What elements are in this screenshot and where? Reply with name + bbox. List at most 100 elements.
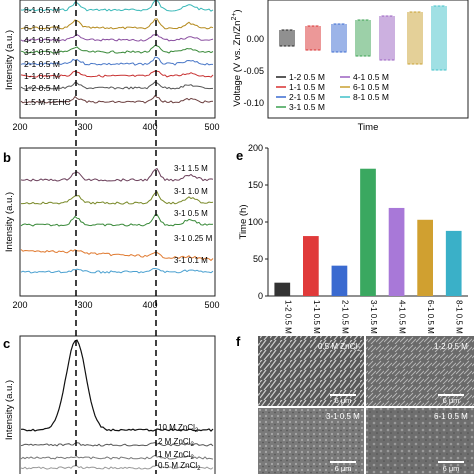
panel-a-xtick: 200 (12, 122, 27, 132)
series-label: 2 M ZnCl2 (158, 437, 194, 448)
scale-bar-label: 6 μm (443, 464, 460, 473)
series-label: 3-1 0.25 M (174, 234, 213, 243)
series-label: 0.5 M ZnCl2 (158, 461, 201, 472)
panel-c-letter: c (3, 336, 10, 351)
panel-d-frame (267, 0, 469, 119)
spectrum-line (20, 0, 214, 12)
spectrum-line (20, 33, 214, 42)
legend-label: 4-1 0.5 M (353, 72, 389, 82)
legend-label: 3-1 0.5 M (24, 47, 60, 57)
panel-d-ylabel-sup: 2+ (231, 13, 238, 21)
panel-c-spectra (20, 339, 214, 470)
panel-d-traces (279, 5, 447, 71)
panel-d-ylabel: Voltage (V vs. Zn/Zn2+) (231, 9, 243, 106)
panel-b-xtick: 200 (12, 300, 27, 310)
panel-a-frame (19, 0, 216, 119)
voltage-trace (355, 19, 371, 57)
series-label: 10 M ZnCl2 (158, 423, 199, 434)
panel-a-xtick: 400 (142, 122, 157, 132)
spectrum-line (20, 339, 214, 432)
scale-bar-label: 6 μm (335, 464, 352, 473)
series-label: 1 M ZnCl2 (158, 450, 194, 461)
legend-label: 8-1 0.5 M (24, 5, 60, 15)
legend-label: 1-2 0.5 M (289, 72, 325, 82)
voltage-trace (279, 29, 295, 47)
spectrum-line (20, 81, 214, 90)
panel-d-ylabel-main: Voltage (V vs. Zn/Zn (232, 21, 243, 107)
panel-f: f 0.5 M ZnCl2 1-2 0.5 M 3-1 0.5 M 6-1 0.… (236, 334, 474, 474)
x-tick-label: 1-1 0.5 M (312, 300, 321, 334)
panel-d-ylabel-close: ) (232, 9, 243, 12)
x-tick-label: 6-1 0.5 M (426, 300, 435, 334)
panel-b: b 3-1 1.5 M3-1 1.0 M3-1 0.5 M3-1 0.25 M3… (3, 147, 220, 310)
spectrum-line (20, 454, 214, 460)
bar (388, 207, 405, 296)
panel-e-bars (274, 168, 462, 296)
panel-b-labels: 3-1 1.5 M 3-1 1.0 M 3-1 0.5 M 3-1 0.25 M 3-1… (174, 164, 213, 265)
panel-e: e 0 50 100 150 200 1-2 0.5 M 1-1 0.5 M 2-1 0.5… (236, 143, 468, 334)
x-tick-label: 8-1 0.5 M (455, 300, 464, 334)
panel-b-spectra (20, 167, 214, 274)
panel-e-letter: e (236, 148, 243, 163)
bar (331, 265, 348, 296)
y-tick-label: 0 (258, 291, 263, 301)
x-tick-label: 4-1 0.5 M (398, 300, 407, 334)
legend-label: 4-1 0.5 M (24, 35, 60, 45)
panel-e-ylabel: Time (h) (238, 204, 249, 239)
spectrum-line (20, 56, 213, 66)
panel-d-ytick: 0.00 (246, 34, 264, 44)
legend-label: 2-1 0.5 M (24, 59, 60, 69)
sem-label-text: 0.5 M ZnCl (318, 342, 357, 351)
series-label: 3-1 1.5 M (174, 164, 208, 173)
panel-a-spectra (20, 0, 214, 104)
voltage-trace (331, 23, 347, 53)
spectrum-line (20, 214, 214, 227)
panel-b-xtick: 300 (77, 300, 92, 310)
sem-label: 1-2 0.5 M (434, 342, 468, 351)
spectrum-line (20, 18, 214, 30)
legend-label: 6-1 0.5 M (24, 23, 60, 33)
voltage-trace (407, 11, 423, 65)
panel-d-ytick: -0.10 (243, 98, 264, 108)
series-label: 3-1 0.1 M (174, 256, 208, 265)
panel-b-xtick: 400 (142, 300, 157, 310)
sem-label-subscript: 2 (357, 347, 361, 353)
legend-label: 1.5 M TEHC (24, 97, 71, 107)
legend-label: 1-2 0.5 M (24, 83, 60, 93)
y-tick-label: 200 (248, 143, 263, 153)
spectrum-line (20, 94, 214, 104)
panel-a-ylabel: Intensity (a.u.) (4, 30, 15, 90)
panel-b-xtick: 500 (204, 300, 219, 310)
panel-e-xlabels: 1-2 0.5 M 1-1 0.5 M 2-1 0.5 M 3-1 0.5 M 4-1 … (283, 300, 463, 334)
x-tick-label: 2-1 0.5 M (340, 300, 349, 334)
legend-label: 8-1 0.5 M (353, 92, 389, 102)
panel-b-ylabel: Intensity (a.u.) (4, 192, 15, 252)
x-tick-label: 1-2 0.5 M (283, 300, 292, 334)
spectrum-line (20, 249, 214, 262)
y-tick-label: 50 (253, 254, 263, 264)
legend-label: 2-1 0.5 M (289, 92, 325, 102)
panel-d-xlabel: Time (358, 122, 379, 133)
x-tick-label: 3-1 0.5 M (369, 300, 378, 334)
voltage-trace (305, 25, 321, 51)
sem-label: 3-1 0.5 M (326, 412, 360, 421)
y-tick-label: 100 (248, 217, 263, 227)
bar (417, 219, 433, 296)
panel-b-letter: b (3, 150, 11, 165)
voltage-trace (379, 15, 395, 61)
spectrum-line (20, 70, 214, 78)
panel-a-xtick: 500 (204, 122, 219, 132)
panel-a-xtick: 300 (77, 122, 92, 132)
bar (274, 282, 291, 296)
bar (303, 236, 319, 296)
panel-c-frame (19, 335, 216, 474)
panel-d-legend: 1-2 0.5 M1-1 0.5 M2-1 0.5 M3-1 0.5 M 4-1 … (276, 72, 389, 112)
spectrum-line (20, 267, 214, 274)
bar (360, 168, 376, 296)
legend-label: 6-1 0.5 M (353, 82, 389, 92)
spectrum-line (20, 464, 214, 470)
panel-a: 8-1 0.5 M 6-1 0.5 M 4-1 0.5 M 3-1 0.5 M 2-1 … (4, 0, 220, 132)
legend-label: 1-1 0.5 M (24, 71, 60, 81)
panel-e-yticks: 0 50 100 150 200 (248, 143, 268, 301)
